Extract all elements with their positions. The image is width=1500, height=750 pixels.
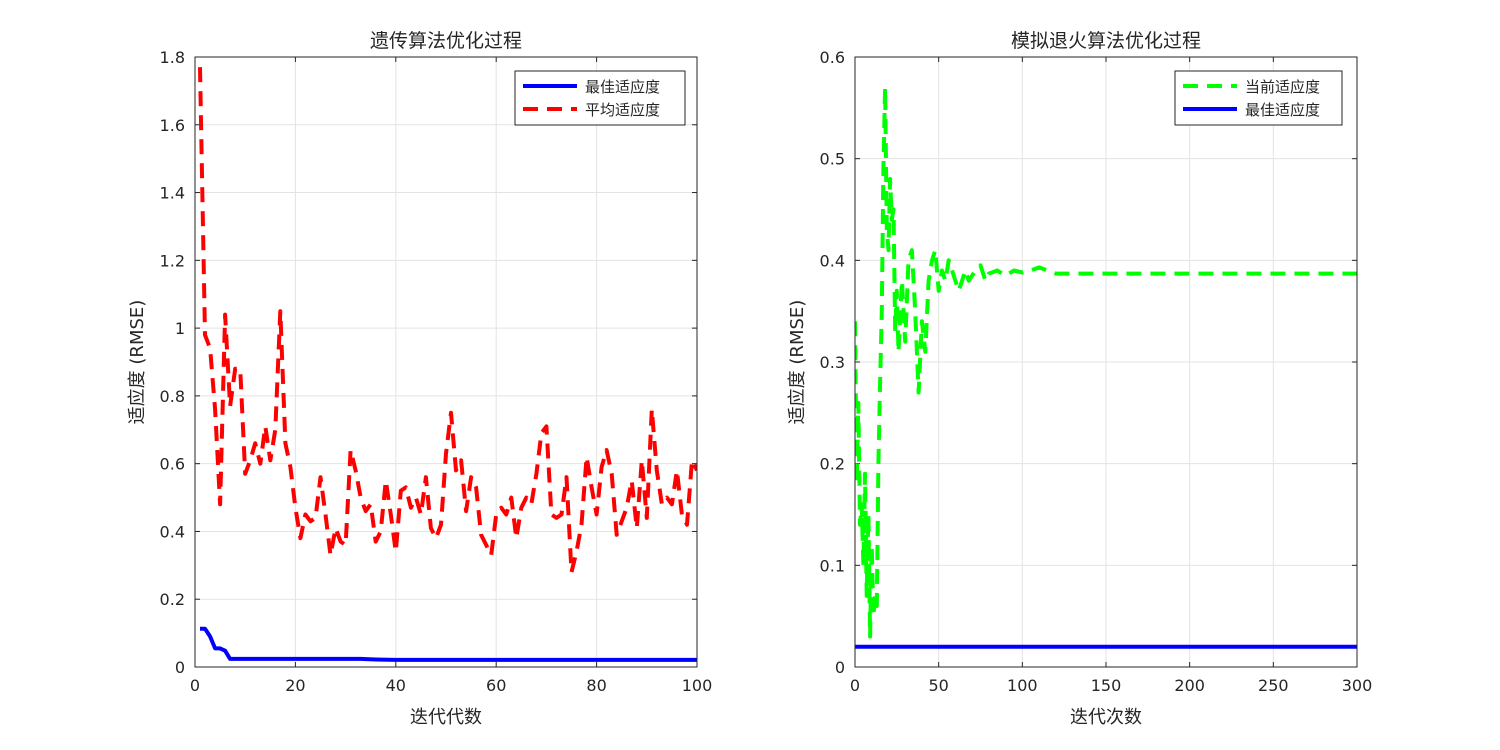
x-tick-label: 100 xyxy=(682,676,713,695)
x-tick-label: 20 xyxy=(285,676,305,695)
simulated-annealing-chart: 0 50 100 150 200 250 300 0 0.1 0.2 0.3 0.4 0.5 0.6 模拟退… xyxy=(787,30,1372,728)
y-tick-label: 0.2 xyxy=(160,590,185,609)
legend-label-0: 当前适应度 xyxy=(1245,78,1320,96)
chart-title: 模拟退火算法优化过程 xyxy=(1011,30,1201,52)
legend-label-0: 最佳适应度 xyxy=(585,78,660,96)
x-tick-label: 50 xyxy=(928,676,948,695)
y-tick-label: 0.3 xyxy=(820,353,845,372)
y-tick-label: 0 xyxy=(835,658,845,677)
y-tick-label: 1.2 xyxy=(160,251,185,270)
y-tick-label: 0.4 xyxy=(160,522,185,541)
y-axis-label: 适应度 (RMSE) xyxy=(787,300,808,425)
series-line-0 xyxy=(200,626,697,662)
plot-area xyxy=(195,57,697,667)
y-tick-label: 0.1 xyxy=(820,556,845,575)
legend-box xyxy=(514,70,686,126)
x-tick-label: 150 xyxy=(1091,676,1122,695)
series-line-0 xyxy=(855,85,1357,639)
axes-box xyxy=(194,56,698,668)
y-tick-label: 0.6 xyxy=(820,48,845,67)
legend-label-1: 最佳适应度 xyxy=(1245,101,1320,119)
y-tick-label: 0.5 xyxy=(820,150,845,169)
legend-box xyxy=(1174,70,1343,126)
x-tick-label: 60 xyxy=(486,676,506,695)
y-axis-label: 适应度 (RMSE) xyxy=(127,300,148,425)
axes-box xyxy=(854,56,1358,668)
y-tick-label: 0.4 xyxy=(820,251,845,270)
y-tick-label: 1.4 xyxy=(160,184,185,203)
series-line-1 xyxy=(198,67,697,575)
x-axis-label: 迭代次数 xyxy=(1070,707,1142,728)
y-tick-label: 1.6 xyxy=(160,116,185,135)
y-tick-label: 0.2 xyxy=(820,455,845,474)
x-axis-label: 迭代代数 xyxy=(410,707,482,728)
y-tick-label: 0 xyxy=(175,658,185,677)
genetic-algorithm-chart: 0 20 40 60 80 100 0 0.2 0.4 0.6 0.8 1 1.2 1.4 1.6 1.8 遗传… xyxy=(127,30,712,728)
x-tick-label: 200 xyxy=(1174,676,1205,695)
x-tick-label: 100 xyxy=(1007,676,1038,695)
y-tick-label: 0.8 xyxy=(160,387,185,406)
x-tick-label: 0 xyxy=(850,676,860,695)
x-tick-label: 80 xyxy=(586,676,606,695)
chart-title: 遗传算法优化过程 xyxy=(370,30,522,52)
y-tick-label: 1.8 xyxy=(160,48,185,67)
x-tick-label: 300 xyxy=(1342,676,1373,695)
series-group xyxy=(198,67,697,662)
x-tick-label: 0 xyxy=(190,676,200,695)
series-group xyxy=(855,85,1357,649)
x-tick-label: 40 xyxy=(386,676,406,695)
y-tick-label: 1 xyxy=(175,319,185,338)
y-tick-label: 0.6 xyxy=(160,455,185,474)
legend-label-1: 平均适应度 xyxy=(585,101,660,119)
x-tick-label: 250 xyxy=(1258,676,1289,695)
